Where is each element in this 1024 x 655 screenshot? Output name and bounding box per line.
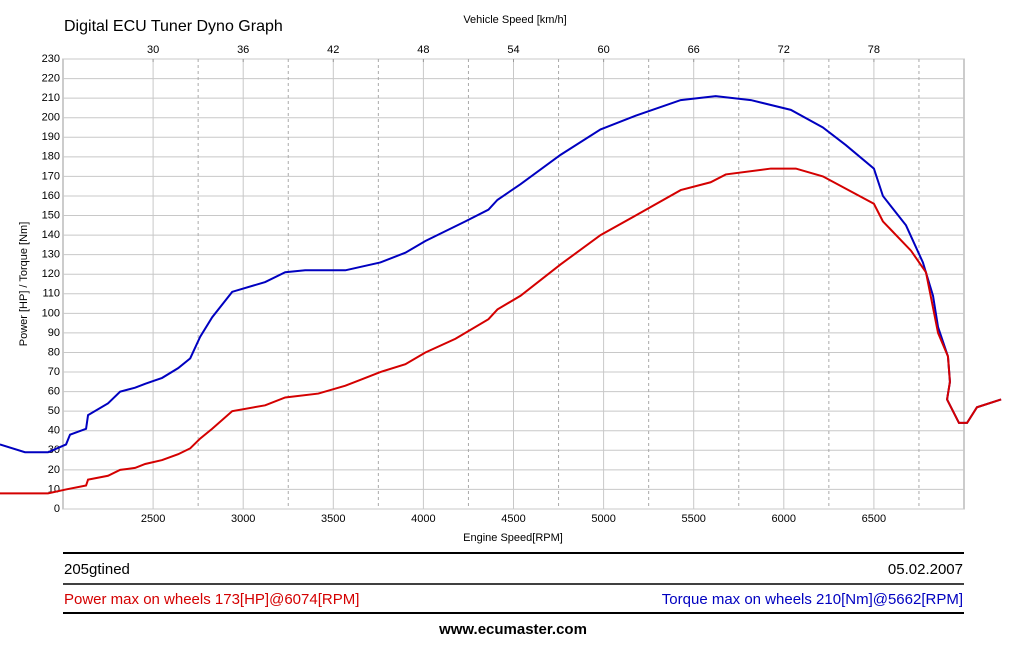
x-tick-label: 4500 (501, 513, 525, 525)
x2-tick-label: 60 (597, 44, 609, 56)
y-tick-label: 0 (54, 503, 60, 515)
x2-tick-label: 36 (237, 44, 249, 56)
y-tick-label: 60 (48, 386, 60, 398)
y-tick-label: 20 (48, 464, 60, 476)
y-axis-label: Power [HP] / Torque [Nm] (18, 222, 30, 347)
line (0, 95, 1002, 454)
x-tick-label: 4000 (411, 513, 435, 525)
y-tick-label: 90 (48, 327, 60, 339)
line (0, 167, 1002, 495)
y-tick-label: 200 (42, 112, 60, 124)
x2-tick-label: 54 (507, 44, 519, 56)
y-tick-label: 120 (42, 268, 60, 280)
y-tick-label: 110 (42, 288, 60, 300)
chart-title: Digital ECU Tuner Dyno Graph (64, 18, 283, 35)
y-tick-label: 180 (42, 151, 60, 163)
x-tick-label: 5000 (591, 513, 615, 525)
y-tick-label: 170 (42, 170, 60, 182)
x2-axis-label: Vehicle Speed [km/h] (463, 14, 566, 26)
x-tick-label: 6000 (772, 513, 796, 525)
x-tick-label: 3000 (231, 513, 255, 525)
y-tick-label: 130 (42, 249, 60, 261)
x-tick-label: 6500 (862, 513, 886, 525)
x2-tick-label: 30 (147, 44, 159, 56)
y-tick-label: 230 (42, 53, 60, 65)
x-axis-label: Engine Speed[RPM] (463, 532, 563, 544)
y-tick-label: 210 (42, 92, 60, 104)
y-tick-label: 140 (42, 229, 60, 241)
y-tick-label: 80 (48, 346, 60, 358)
y-tick-label: 150 (42, 209, 60, 221)
y-tick-label: 190 (42, 131, 60, 143)
x-tick-label: 3500 (321, 513, 345, 525)
x-tick-label: 2500 (141, 513, 165, 525)
x2-tick-label: 78 (868, 44, 880, 56)
y-tick-label: 100 (42, 307, 60, 319)
footer-date: 05.02.2007 (888, 561, 963, 578)
x2-tick-label: 42 (327, 44, 339, 56)
power-max: Power max on wheels 173[HP]@6074[RPM] (64, 591, 359, 608)
x2-tick-label: 66 (688, 44, 700, 56)
y-tick-label: 40 (48, 425, 60, 437)
x2-tick-label: 48 (417, 44, 429, 56)
footer-name: 205gtined (64, 561, 130, 578)
website: www.ecumaster.com (438, 621, 587, 638)
x2-tick-label: 72 (778, 44, 790, 56)
y-tick-label: 220 (42, 72, 60, 84)
torque-max: Torque max on wheels 210[Nm]@5662[RPM] (662, 591, 963, 608)
y-tick-label: 160 (42, 190, 60, 202)
y-tick-label: 70 (48, 366, 60, 378)
y-tick-label: 50 (48, 405, 60, 417)
x-tick-label: 5500 (681, 513, 705, 525)
